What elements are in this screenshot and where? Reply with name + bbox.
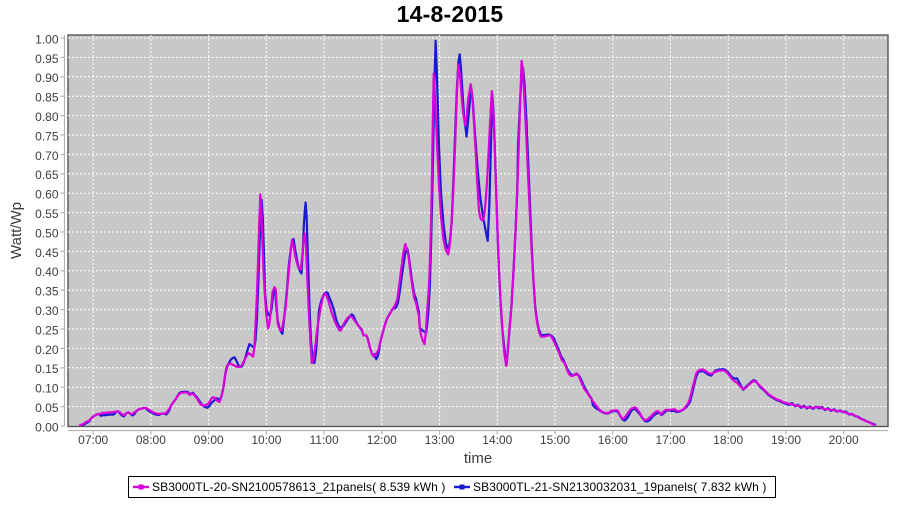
svg-text:14:00: 14:00 — [482, 433, 512, 447]
svg-text:0.95: 0.95 — [35, 52, 59, 66]
svg-text:time: time — [464, 450, 492, 467]
svg-text:0.80: 0.80 — [35, 110, 59, 124]
svg-text:0.05: 0.05 — [35, 401, 59, 415]
svg-text:19:00: 19:00 — [771, 433, 801, 447]
svg-text:18:00: 18:00 — [713, 433, 743, 447]
svg-text:0.60: 0.60 — [35, 188, 59, 202]
svg-text:1.00: 1.00 — [35, 32, 59, 46]
svg-text:15:00: 15:00 — [540, 433, 570, 447]
svg-text:12:00: 12:00 — [367, 433, 397, 447]
svg-text:10:00: 10:00 — [251, 433, 281, 447]
svg-text:0.55: 0.55 — [35, 207, 59, 221]
svg-text:SB3000TL-21-SN2130032031_19pan: SB3000TL-21-SN2130032031_19panels( 7.832… — [473, 480, 766, 494]
svg-text:14-8-2015: 14-8-2015 — [397, 1, 504, 27]
svg-text:16:00: 16:00 — [598, 433, 628, 447]
svg-text:0.90: 0.90 — [35, 71, 59, 85]
svg-text:0.45: 0.45 — [35, 246, 59, 260]
svg-text:0.15: 0.15 — [35, 362, 59, 376]
svg-text:0.85: 0.85 — [35, 91, 59, 105]
svg-text:0.70: 0.70 — [35, 149, 59, 163]
svg-text:0.35: 0.35 — [35, 285, 59, 299]
svg-text:0.10: 0.10 — [35, 382, 59, 396]
svg-text:0.25: 0.25 — [35, 323, 59, 337]
svg-text:0.30: 0.30 — [35, 304, 59, 318]
svg-text:09:00: 09:00 — [194, 433, 224, 447]
svg-text:17:00: 17:00 — [655, 433, 685, 447]
svg-text:0.00: 0.00 — [35, 420, 59, 434]
svg-text:08:00: 08:00 — [136, 433, 166, 447]
svg-text:11:00: 11:00 — [310, 433, 339, 447]
svg-text:0.20: 0.20 — [35, 343, 59, 357]
svg-text:20:00: 20:00 — [829, 433, 859, 447]
svg-text:0.50: 0.50 — [35, 226, 59, 240]
svg-text:13:00: 13:00 — [425, 433, 455, 447]
svg-text:Watt/Wp: Watt/Wp — [8, 202, 25, 259]
svg-text:0.40: 0.40 — [35, 265, 59, 279]
svg-text:0.65: 0.65 — [35, 168, 59, 182]
svg-text:SB3000TL-20-SN2100578613_21pan: SB3000TL-20-SN2100578613_21panels( 8.539… — [152, 480, 445, 494]
svg-text:07:00: 07:00 — [78, 433, 108, 447]
svg-text:0.75: 0.75 — [35, 129, 59, 143]
